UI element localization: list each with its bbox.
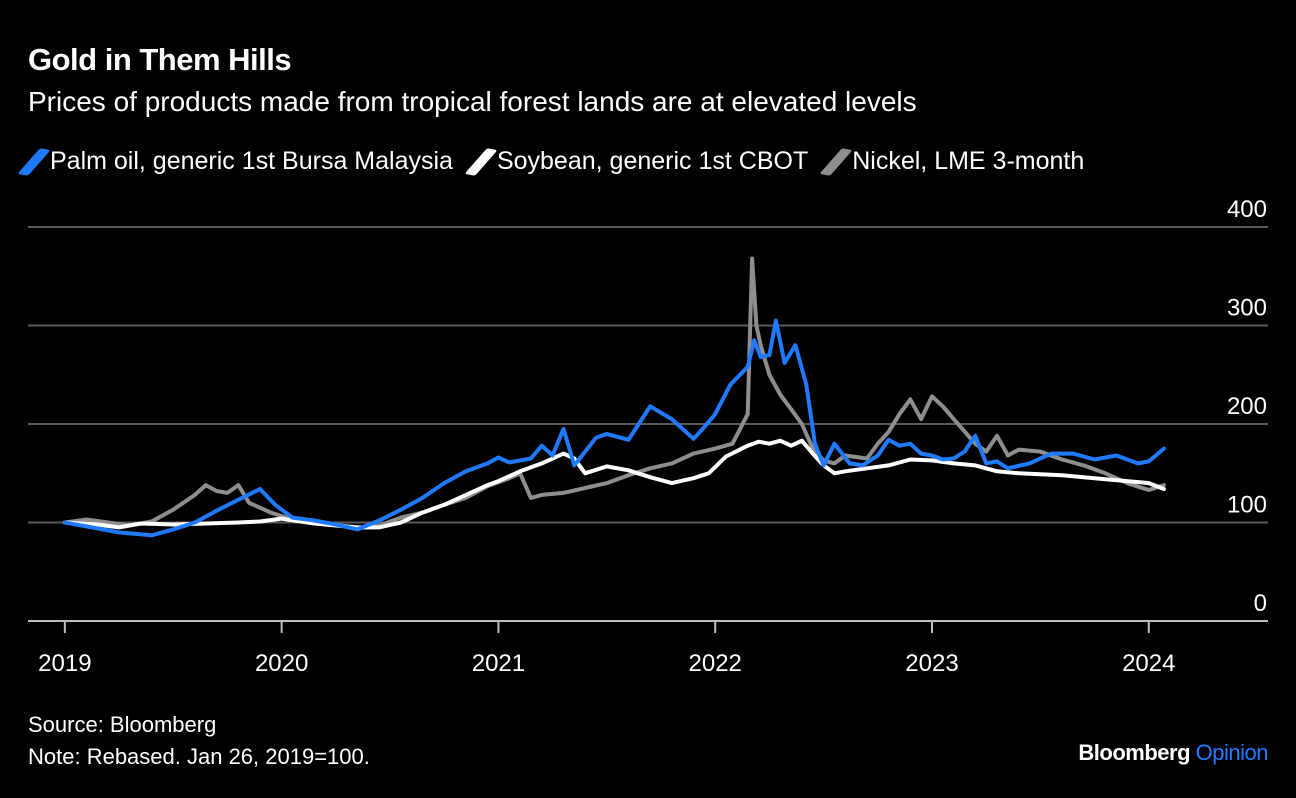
y-tick-label-300: 300 <box>1227 295 1267 322</box>
chart-subtitle: Prices of products made from tropical fo… <box>28 86 917 117</box>
rebase-note: Note: Rebased. Jan 26, 2019=100. <box>28 744 370 769</box>
y-tick-label-400: 400 <box>1227 196 1267 223</box>
x-tick-label-2019: 2019 <box>38 650 91 677</box>
legend-label-nickel: Nickel, LME 3-month <box>852 147 1085 175</box>
bloomberg-opinion-logo: Bloomberg Opinion <box>1078 740 1268 766</box>
x-tick-label-2024: 2024 <box>1122 650 1175 677</box>
axis-layer: 0 100 200 300 400 2019 2020 2021 2022 2023 2024 <box>28 196 1268 677</box>
source-note: Source: Bloomberg <box>28 712 217 737</box>
chart-title: Gold in Them Hills <box>28 42 292 77</box>
legend: Palm oil, generic 1st Bursa Malaysia Soy… <box>17 147 1106 176</box>
series-line-soybean <box>62 438 1166 530</box>
legend-label-soybean: Soybean, generic 1st CBOT <box>496 147 809 175</box>
legend-item-nickel: Nickel, LME 3-month <box>819 147 1085 176</box>
legend-item-soybean: Soybean, generic 1st CBOT <box>464 147 809 176</box>
legend-label-palm-oil: Palm oil, generic 1st Bursa Malaysia <box>50 147 453 175</box>
brand-suffix: Opinion <box>1195 740 1269 765</box>
x-tick-label-2021: 2021 <box>472 650 525 677</box>
x-tick-label-2023: 2023 <box>905 650 958 677</box>
y-tick-label-100: 100 <box>1227 492 1267 519</box>
y-tick-label-0: 0 <box>1254 590 1267 617</box>
series-layer <box>62 256 1166 538</box>
brand-name: Bloomberg <box>1078 740 1191 765</box>
series-line-nickel <box>62 256 1166 531</box>
y-tick-label-200: 200 <box>1227 393 1267 420</box>
x-tick-label-2020: 2020 <box>255 650 308 677</box>
legend-item-palm-oil: Palm oil, generic 1st Bursa Malaysia <box>17 147 453 176</box>
x-tick-label-2022: 2022 <box>689 650 742 677</box>
series-line-palm-oil <box>62 318 1166 538</box>
grid-layer <box>28 226 1268 524</box>
